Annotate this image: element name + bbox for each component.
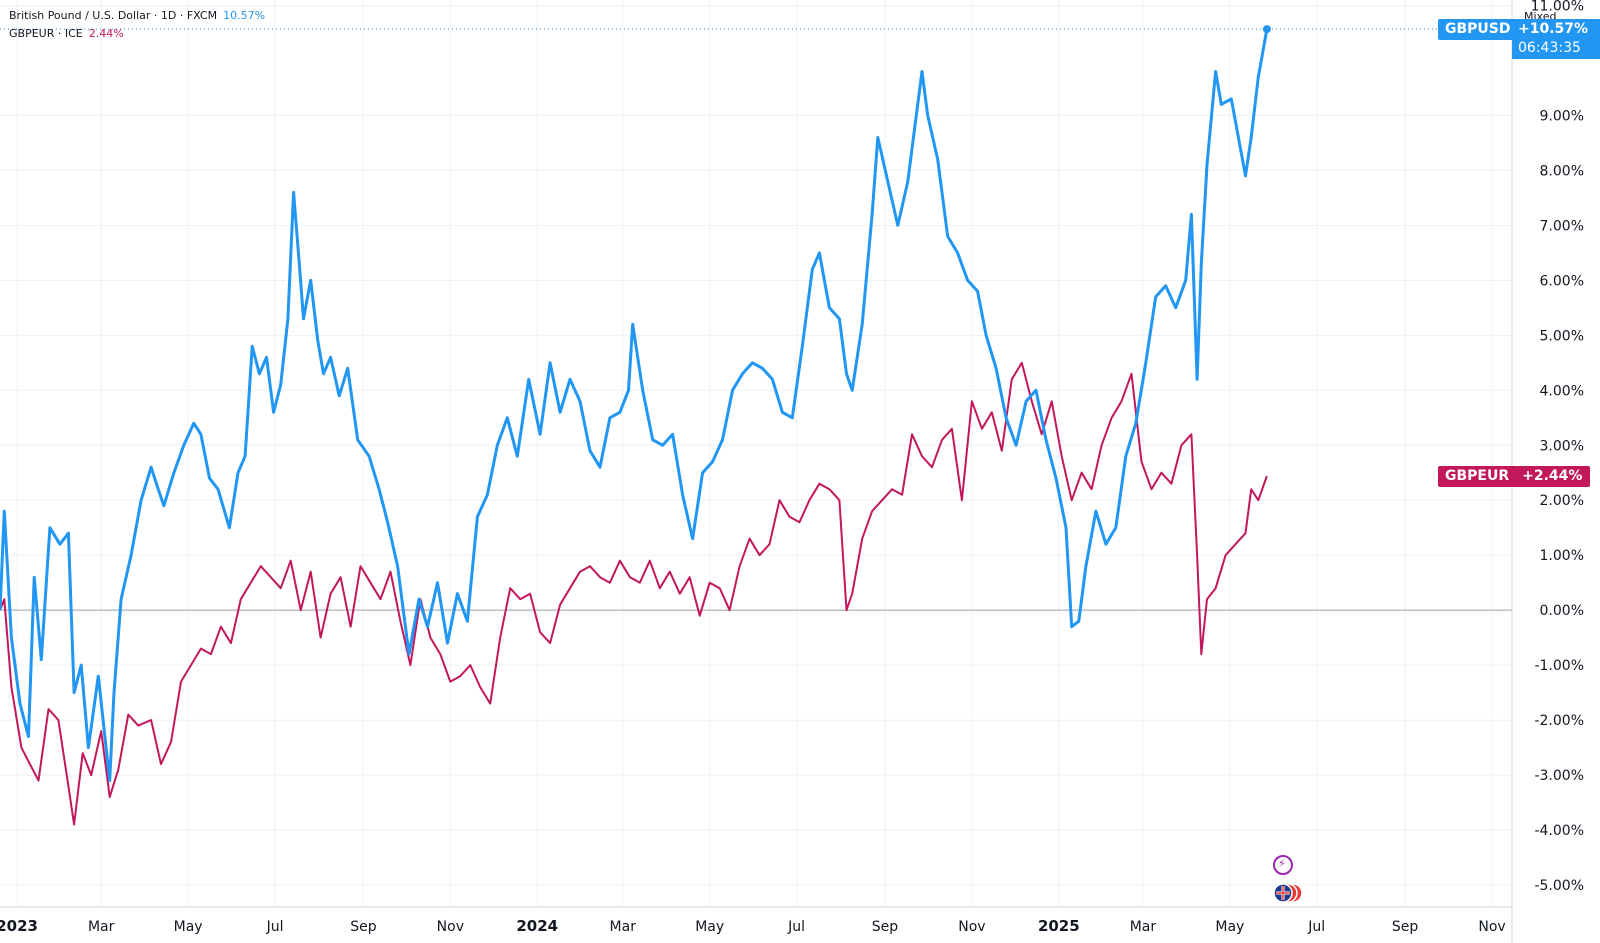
grid: [0, 0, 1512, 907]
price-tag-gbpeur-pct: +2.44%: [1516, 466, 1591, 488]
x-tick-label: May: [695, 919, 724, 935]
y-tick-label: 0.00%: [1540, 603, 1584, 619]
x-tick-label: Nov: [437, 919, 464, 935]
x-tick-label: Mar: [1130, 919, 1157, 935]
price-tag-gbpusd-box: +10.57% 06:43:35: [1512, 19, 1600, 60]
y-tick-label: -2.00%: [1534, 713, 1584, 729]
series-layer: [0, 25, 1512, 826]
y-tick-label: 6.00%: [1540, 273, 1584, 289]
price-tag-gbpusd: GBPUSD +10.57% 06:43:35: [1438, 19, 1600, 60]
legend-gbpeur-title: GBPEUR · ICE: [9, 27, 83, 40]
y-tick-label: 1.00%: [1540, 548, 1584, 564]
x-tick-label: May: [1215, 919, 1244, 935]
y-tick-label: 11.00%: [1531, 0, 1584, 14]
x-tick-label: Sep: [872, 919, 899, 935]
x-tick-label: May: [174, 919, 203, 935]
price-tag-gbpusd-countdown: 06:43:35: [1518, 40, 1581, 57]
price-tag-gbpeur: GBPEUR +2.44%: [1438, 466, 1591, 488]
legend-gbpeur[interactable]: GBPEUR · ICE 2.44%: [9, 27, 124, 41]
legend-gbpusd-title: British Pound / U.S. Dollar · 1D · FXCM: [9, 9, 218, 22]
time-axis[interactable]: 2023 Mar May Jul Sep Nov 2024 Mar May Jul Sep Nov 20…: [0, 917, 1506, 935]
price-tag-gbpusd-name: GBPUSD: [1438, 19, 1518, 41]
y-tick-label: 8.00%: [1540, 163, 1584, 179]
y-tick-label: -1.00%: [1534, 658, 1584, 674]
x-tick-label: Nov: [958, 919, 985, 935]
y-tick-label: 4.00%: [1540, 383, 1584, 399]
legend-gbpeur-value: 2.44%: [88, 27, 124, 40]
x-tick-label: Jul: [266, 919, 284, 935]
x-tick-label: Jul: [787, 919, 805, 935]
price-tag-gbpusd-pct: +10.57%: [1518, 21, 1589, 38]
price-tag-gbpeur-name: GBPEUR: [1438, 466, 1517, 488]
x-tick-label: Mar: [88, 919, 115, 935]
uk-flag-icon[interactable]: [1273, 882, 1303, 904]
y-tick-label: 9.00%: [1540, 108, 1584, 124]
y-tick-label: 3.00%: [1540, 438, 1584, 454]
flash-icon[interactable]: [1273, 855, 1293, 875]
x-tick-label: 2025: [1038, 917, 1080, 935]
last-point-gbpusd: [1262, 25, 1271, 34]
x-tick-label: Sep: [350, 919, 377, 935]
legend-gbpusd[interactable]: British Pound / U.S. Dollar · 1D · FXCM 1…: [9, 9, 265, 23]
y-tick-label: -5.00%: [1534, 878, 1584, 894]
series-line-gbpeur[interactable]: [0, 361, 1268, 826]
y-tick-label: -4.00%: [1534, 823, 1584, 839]
x-tick-label: Jul: [1307, 919, 1325, 935]
series-line-gbpusd[interactable]: [0, 28, 1269, 783]
y-tick-label: 2.00%: [1540, 493, 1584, 509]
y-tick-label: 5.00%: [1540, 328, 1584, 344]
legend-gbpusd-value: 10.57%: [223, 9, 266, 22]
x-tick-label: Mar: [610, 919, 637, 935]
price-axis[interactable]: 11.00% 9.00% 8.00% 7.00% 6.00% 5.00% 4.00% 3.00…: [1531, 0, 1584, 894]
y-tick-label: 7.00%: [1540, 218, 1584, 234]
y-tick-label: -3.00%: [1534, 768, 1584, 784]
x-tick-label: Sep: [1392, 919, 1419, 935]
x-tick-label: Nov: [1478, 919, 1505, 935]
x-tick-label: 2024: [516, 917, 558, 935]
x-tick-label: 2023: [0, 917, 38, 935]
